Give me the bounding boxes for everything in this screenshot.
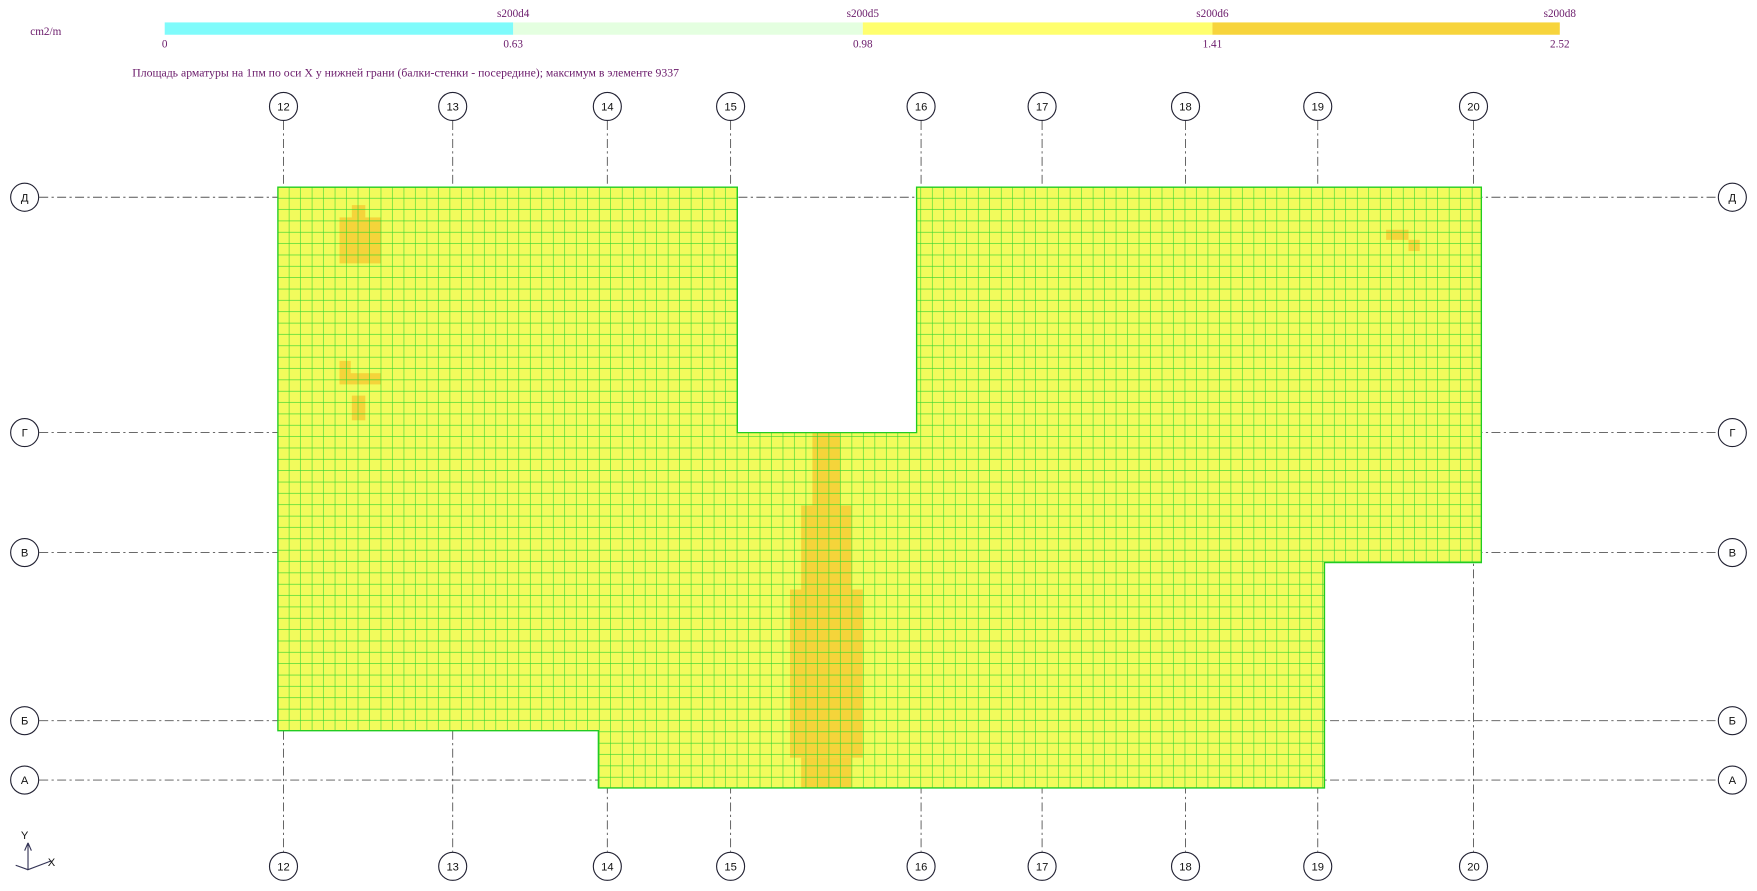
ucs-x: X [48,857,56,869]
axis-bubble [1303,91,1333,122]
legend-unit: cm2/m [30,26,61,38]
column-label: 19 [1312,861,1324,873]
axis-bubble [592,91,622,122]
axis-bubble [1717,418,1747,448]
axis-bubble [268,91,299,122]
row-label: Д [1729,192,1737,204]
axis-bubble [1458,851,1489,881]
axis-bubble [592,851,622,881]
legend-tick: 1.41 [1203,38,1223,50]
axis-bubble [438,851,468,881]
axis-bubble [10,182,40,212]
axis-bubble [1717,765,1747,795]
column-label: 19 [1312,102,1324,114]
row-label: Б [1729,716,1736,728]
column-label: 14 [601,102,613,114]
legend: s200d4 s200d5 s200d6 s200d8 0 0.63 0.98 1.41 2.5… [162,8,1576,50]
legend-label: s200d8 [1544,8,1577,20]
row-label: А [1729,775,1737,787]
row-label: Г [22,428,28,440]
axis-bubble [716,851,746,881]
column-label: 12 [277,861,289,873]
ucs-y: Y [21,830,29,842]
column-label: 13 [446,861,458,873]
axis-bubble [268,851,299,881]
column-label: 16 [915,102,927,114]
legend-tick: 0.63 [503,38,523,50]
legend-swatch [1212,22,1560,35]
column-label: 12 [277,102,289,114]
axis-bubble [10,765,40,795]
column-label: 20 [1467,861,1479,873]
row-label: Б [21,716,28,728]
axis-bubble [1717,537,1747,568]
axis-bubble [1027,851,1057,881]
axis-bubble [10,706,40,736]
axis-bubble [1303,851,1333,881]
column-label: 17 [1036,102,1048,114]
axis-bubble [10,418,40,448]
column-label: 18 [1179,861,1191,873]
column-label: 15 [724,861,736,873]
legend-tick: 0 [162,38,168,50]
column-label: 18 [1179,102,1191,114]
column-label: 16 [915,861,927,873]
legend-label: s200d6 [1196,8,1229,20]
axis-bubble [438,91,468,122]
row-label: Д [21,192,29,204]
row-label: Г [1729,428,1735,440]
axis-bubble [1717,182,1747,212]
legend-swatch [862,22,1213,35]
axis-bubble [906,851,936,881]
legend-tick: 0.98 [853,38,873,50]
column-label: 13 [446,102,458,114]
legend-swatch [164,22,514,35]
axis-bubble [10,537,40,568]
column-label: 17 [1036,861,1048,873]
axis-bubble [1458,91,1489,122]
row-label: В [21,548,28,560]
axis-bubble [1170,851,1201,881]
legend-swatch [513,22,863,35]
column-label: 15 [724,102,736,114]
axis-bubble [1027,91,1057,122]
row-label: А [21,775,29,787]
legend-label: s200d4 [497,8,530,20]
legend-tick: 2.52 [1550,38,1570,50]
column-label: 14 [601,861,613,873]
row-label: В [1729,548,1736,560]
ucs-icon [15,842,52,871]
axis-bubble [1170,91,1201,122]
axis-bubble [906,91,936,122]
axis-bubble [716,91,746,122]
axis-bubble [1717,706,1747,736]
map-title: Площадь арматуры на 1пм по оси X у нижне… [132,67,679,80]
column-label: 20 [1467,102,1479,114]
legend-label: s200d5 [847,8,880,20]
slab-outline [277,186,1483,789]
